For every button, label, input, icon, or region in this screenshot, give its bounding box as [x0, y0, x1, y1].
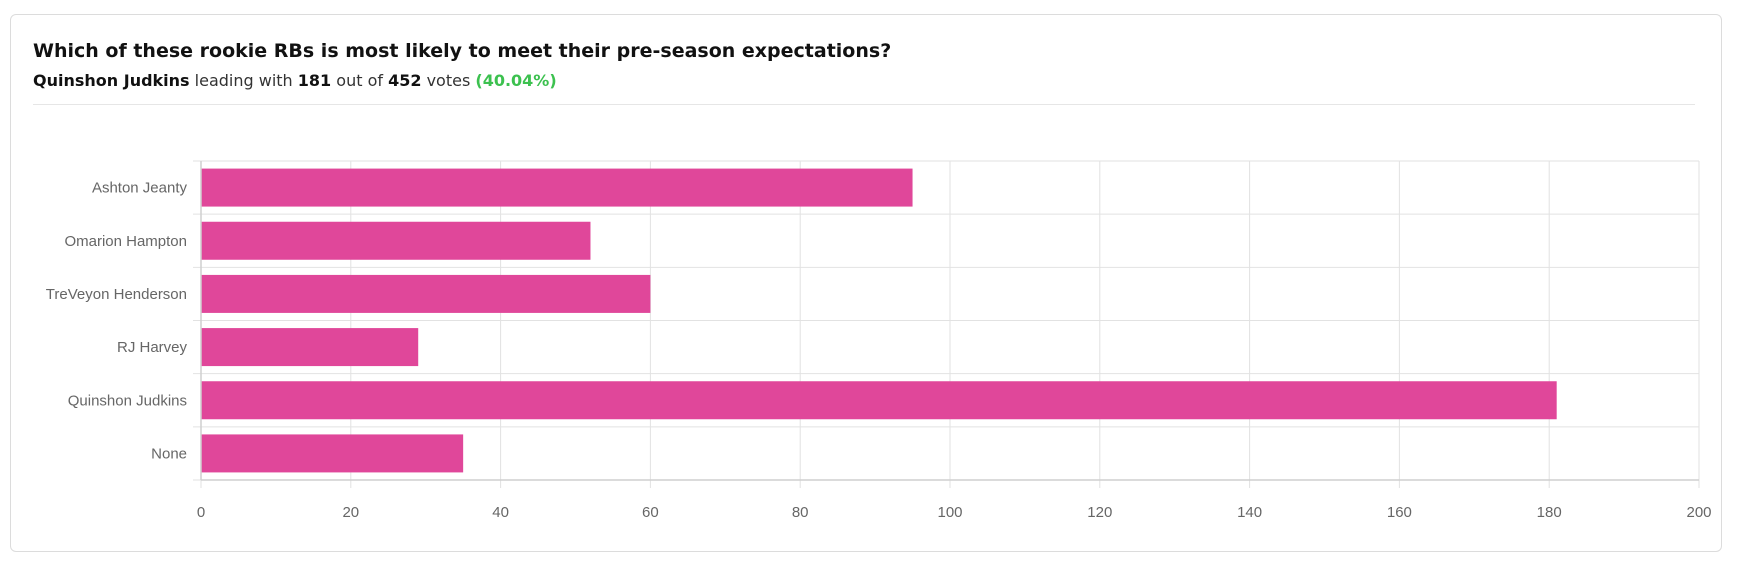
x-tick-label: 140 — [1237, 504, 1262, 521]
bar[interactable] — [201, 274, 651, 313]
leader-percent: (40.04%) — [475, 71, 557, 90]
poll-summary: Quinshon Judkins leading with 181 out of… — [33, 71, 557, 90]
leading-with-text: leading with — [189, 71, 298, 90]
x-tick-label: 160 — [1387, 504, 1412, 521]
out-of-text: out of — [331, 71, 389, 90]
votes-text: votes — [421, 71, 476, 90]
x-tick-labels: 0 20 40 60 80 100 120 140 160 180 200 — [197, 504, 1712, 521]
category-label: Quinshon Judkins — [68, 392, 187, 409]
x-tick-label: 100 — [937, 504, 962, 521]
header-divider — [33, 104, 1695, 105]
x-tick-label: 0 — [197, 504, 205, 521]
x-tick-label: 60 — [642, 504, 659, 521]
leader-votes: 181 — [297, 71, 332, 90]
category-label: RJ Harvey — [117, 339, 188, 356]
category-label: Ashton Jeanty — [92, 180, 188, 197]
bar[interactable] — [201, 381, 1557, 420]
category-labels: Ashton Jeanty Omarion Hampton TreVeyon Hen… — [46, 180, 188, 463]
x-tick-label: 200 — [1686, 504, 1711, 521]
bar[interactable] — [201, 168, 913, 207]
bar[interactable] — [201, 221, 591, 260]
chart-bars — [201, 168, 1557, 473]
total-votes: 452 — [388, 71, 422, 90]
chart-grid — [193, 160, 1700, 488]
x-tick-label: 120 — [1087, 504, 1112, 521]
x-tick-label: 180 — [1537, 504, 1562, 521]
chart-axes — [200, 161, 1699, 481]
leader-name: Quinshon Judkins — [33, 71, 190, 90]
x-tick-label: 80 — [792, 504, 809, 521]
bar[interactable] — [201, 328, 419, 367]
category-label: Omarion Hampton — [64, 233, 187, 250]
x-tick-label: 40 — [492, 504, 509, 521]
poll-question: Which of these rookie RBs is most likely… — [33, 40, 892, 62]
category-label: TreVeyon Henderson — [46, 286, 187, 303]
category-label: None — [151, 445, 187, 462]
x-tick-label: 20 — [342, 504, 359, 521]
bar[interactable] — [201, 434, 464, 473]
